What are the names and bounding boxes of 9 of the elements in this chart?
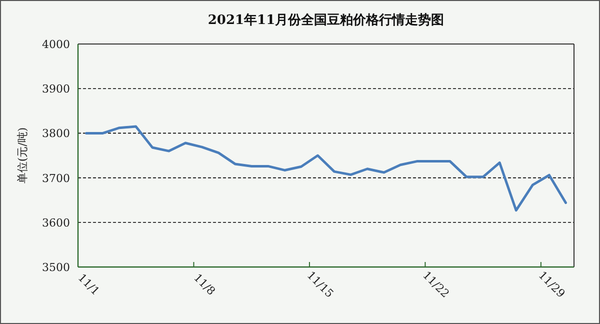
y-axis-title: 单位(元/吨) [16,127,29,184]
y-tick-label: 3900 [42,82,70,96]
y-tick-label: 3600 [42,216,70,230]
chart-title: 2021年11月份全国豆粕价格行情走势图 [208,12,444,28]
y-tick-label: 3500 [42,261,70,274]
y-tick-label: 3800 [42,127,70,140]
line-series [85,125,567,212]
y-tick-label: 3700 [42,172,70,185]
y-tick-label: 4000 [42,38,70,51]
